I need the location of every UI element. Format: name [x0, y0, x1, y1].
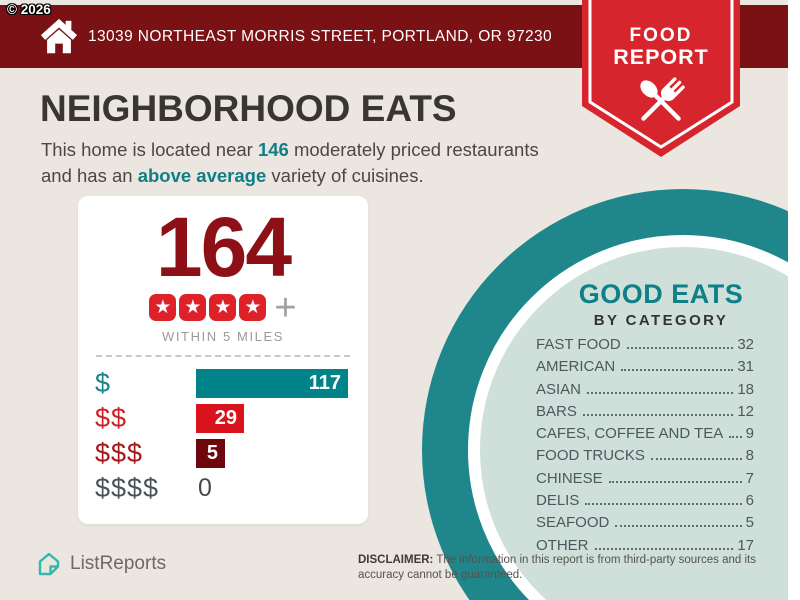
price-tier-label: $$$ — [95, 438, 144, 468]
category-value: 8 — [745, 447, 754, 465]
summary-card: 164 ★ ★ ★ ★ + WITHIN 5 MILES $117 $$ 29 $$$ 5 $$$… — [78, 196, 368, 524]
category-row: CAFES, COFFEE AND TEA 9 — [536, 425, 754, 442]
price-tier-bar: 29 — [196, 404, 244, 433]
dotted-leader — [626, 347, 734, 349]
page-title: NEIGHBORHOOD EATS — [40, 88, 457, 129]
price-tier-bar-chart: $117 $$ 29 $$$ 5 $$$$ 0 — [78, 368, 368, 503]
bar-value: 0 — [198, 474, 212, 502]
dotted-leader — [587, 391, 734, 394]
disclaimer: DISCLAIMER: The information in this repo… — [358, 554, 756, 582]
category-label: FAST FOOD — [536, 336, 621, 353]
good-eats-heading: GOOD EATS BY CATEGORY — [545, 279, 777, 329]
good-eats-subtitle: BY CATEGORY — [593, 312, 729, 329]
category-list: FAST FOOD 32 AMERICAN 31 ASIAN 18 BARS 12 CAFES,… — [536, 336, 754, 559]
star-icon: ★ — [209, 294, 237, 321]
category-row: FAST FOOD 32 — [536, 336, 754, 353]
price-tier-row: $$$$ 0 — [95, 473, 348, 503]
dotted-leader — [608, 480, 742, 483]
bar-value: 29 — [214, 407, 237, 429]
category-value: 9 — [745, 425, 754, 443]
category-value: 32 — [737, 336, 754, 353]
property-address: 13039 NORTHEAST MORRIS STREET, PORTLAND,… — [88, 28, 553, 45]
spoon-fork-icon — [640, 77, 685, 121]
category-row: FOOD TRUCKS 8 — [536, 447, 754, 464]
good-eats-title: GOOD EATS — [578, 279, 744, 309]
category-label: CHINESE — [536, 469, 603, 487]
dotted-leader — [729, 436, 742, 439]
badge-line1: FOOD — [630, 25, 693, 46]
star-icon: ★ — [149, 294, 177, 321]
badge-line2: REPORT — [613, 45, 709, 69]
price-tier-row: $$$ 5 — [95, 438, 348, 468]
price-tier-bar: 5 — [196, 439, 225, 468]
restaurant-count: 146 — [257, 139, 289, 160]
price-tier-label: $$ — [95, 403, 128, 433]
category-value: 6 — [745, 492, 754, 510]
category-row: OTHER 17 — [536, 537, 754, 554]
bar-value: 5 — [206, 442, 218, 464]
category-label: OTHER — [536, 536, 589, 554]
category-row: CHINESE 7 — [536, 470, 754, 487]
category-value: 17 — [737, 536, 754, 554]
category-value: 5 — [745, 514, 754, 532]
listreports-house-icon — [38, 552, 60, 576]
price-tier-row: $$ 29 — [95, 403, 348, 433]
dotted-leader — [650, 458, 742, 461]
dotted-leader — [582, 413, 734, 416]
price-tier-label: $$$$ — [95, 473, 160, 503]
price-tier-bar: 117 — [196, 369, 348, 398]
radius-label: WITHIN 5 MILES — [161, 329, 285, 344]
category-label: BARS — [536, 402, 577, 420]
plus-icon: + — [274, 286, 297, 329]
category-label: FOOD TRUCKS — [536, 447, 645, 465]
home-icon — [40, 18, 78, 54]
intro-text: This home is located near 146 moderately… — [41, 139, 539, 186]
category-label: AMERICAN — [536, 358, 616, 376]
total-restaurant-count: 164 — [155, 200, 292, 294]
dotted-leader — [594, 547, 734, 550]
category-row: SEAFOOD 5 — [536, 514, 754, 531]
category-value: 12 — [737, 402, 754, 420]
price-tier-row: $117 — [95, 368, 348, 398]
dotted-leader — [585, 503, 742, 506]
category-label: SEAFOOD — [536, 514, 610, 532]
dashed-divider — [96, 355, 350, 357]
dotted-leader — [621, 369, 734, 372]
copyright-text: © 2026 — [7, 2, 51, 17]
star-icon: ★ — [239, 294, 267, 321]
bar-value: 117 — [308, 372, 341, 394]
listreports-logo: ListReports — [36, 551, 166, 577]
brand-name: ListReports — [70, 553, 167, 574]
category-row: BARS 12 — [536, 403, 754, 420]
category-row: DELIS 6 — [536, 492, 754, 509]
category-label: ASIAN — [536, 380, 582, 398]
category-row: AMERICAN 31 — [536, 358, 754, 375]
category-value: 18 — [737, 380, 754, 398]
star-rating: ★ ★ ★ ★ + — [78, 286, 368, 329]
category-value: 7 — [745, 469, 754, 487]
category-value: 31 — [737, 358, 754, 376]
price-tier-label: $ — [95, 368, 112, 398]
star-icon: ★ — [179, 294, 207, 321]
right-margin — [788, 0, 800, 600]
category-label: DELIS — [536, 492, 580, 510]
dotted-leader — [615, 525, 742, 528]
food-report-badge: FOOD REPORT — [582, 0, 740, 157]
variety-highlight: above average — [137, 164, 267, 186]
category-row: ASIAN 18 — [536, 381, 754, 398]
category-label: CAFES, COFFEE AND TEA — [536, 425, 724, 443]
